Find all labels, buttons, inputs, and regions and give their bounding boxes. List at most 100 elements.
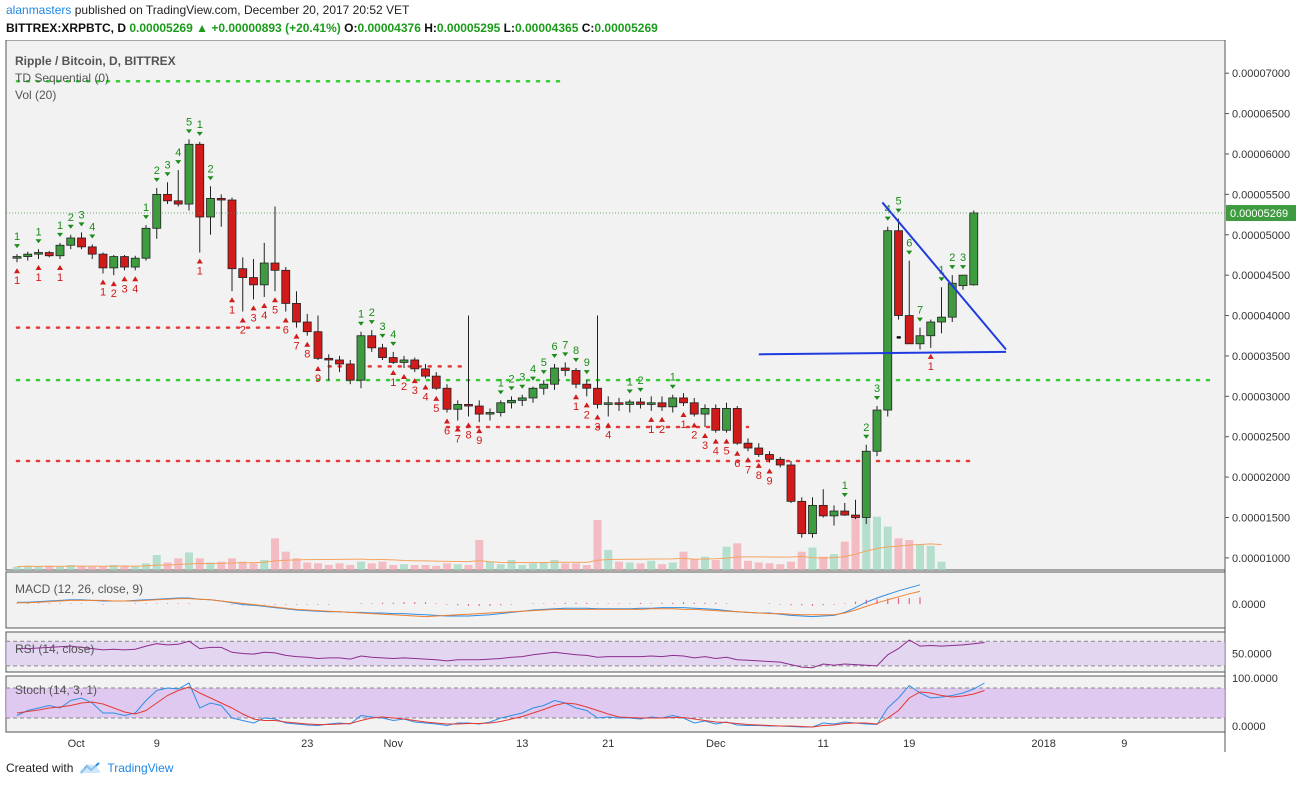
candle-body[interactable]	[98, 253, 108, 269]
candle-body[interactable]	[818, 504, 828, 517]
candle-body[interactable]	[808, 504, 817, 535]
candle-body[interactable]	[614, 402, 624, 405]
candle-body[interactable]	[77, 237, 86, 248]
author-link[interactable]: alanmasters	[6, 3, 72, 17]
tradingview-link[interactable]: TradingView	[79, 761, 173, 775]
candle-body[interactable]	[593, 387, 602, 405]
candle-body[interactable]	[528, 387, 538, 399]
candle-body[interactable]	[55, 244, 65, 257]
symbol-line: BITTREX:XRPBTC, D 0.00005269 ▲ +0.000008…	[6, 21, 658, 35]
candle-body[interactable]	[851, 514, 860, 518]
candle-body[interactable]	[421, 368, 430, 377]
candle-body[interactable]	[732, 408, 742, 444]
candle-body[interactable]	[571, 370, 581, 385]
candle-body[interactable]	[227, 199, 237, 270]
candle-body[interactable]	[410, 359, 420, 370]
candle-body[interactable]	[958, 274, 968, 287]
candle-body[interactable]	[120, 256, 129, 268]
candle-body[interactable]	[259, 262, 269, 286]
candle-body[interactable]	[861, 450, 871, 518]
candle-body[interactable]	[216, 198, 226, 201]
candle-body[interactable]	[926, 321, 936, 337]
candle-body[interactable]	[668, 397, 678, 408]
candle-body[interactable]	[87, 246, 97, 255]
candle-body[interactable]	[507, 399, 516, 404]
candle-body[interactable]	[657, 402, 667, 408]
trendline[interactable]	[758, 350, 1007, 356]
candle-body[interactable]	[840, 510, 850, 516]
candle-body[interactable]	[130, 257, 140, 268]
candle-body[interactable]	[517, 397, 527, 401]
candles[interactable]	[12, 139, 979, 538]
candle-body[interactable]	[883, 230, 893, 411]
volume-bar	[625, 562, 634, 570]
candle-body[interactable]	[335, 359, 344, 365]
candle-body[interactable]	[969, 212, 979, 286]
candle-body[interactable]	[184, 143, 194, 205]
candle-body[interactable]	[206, 198, 215, 218]
trendline[interactable]	[881, 201, 1007, 351]
candle-body[interactable]	[582, 383, 592, 389]
candle-body[interactable]	[915, 335, 925, 345]
candle-body[interactable]	[765, 454, 774, 460]
candle-body[interactable]	[163, 193, 172, 202]
candle-body[interactable]	[378, 347, 387, 358]
candle-body[interactable]	[743, 442, 753, 449]
candle-body[interactable]	[442, 387, 452, 410]
candle-body[interactable]	[754, 447, 764, 455]
candle-body[interactable]	[281, 269, 291, 304]
signal-line	[17, 590, 921, 618]
candle-body[interactable]	[625, 401, 635, 405]
candle-body[interactable]	[431, 375, 441, 389]
candle-body[interactable]	[195, 143, 205, 218]
candle-body[interactable]	[23, 253, 33, 257]
candle-body[interactable]	[496, 402, 506, 413]
candle-body[interactable]	[453, 403, 463, 410]
candle-body[interactable]	[722, 408, 731, 431]
chart-area[interactable]: 1112341234512123412345678912112345671231…	[0, 40, 1300, 758]
candle-body[interactable]	[292, 303, 301, 323]
candle-body[interactable]	[485, 412, 495, 415]
candle-body[interactable]	[829, 510, 839, 517]
candle-body[interactable]	[646, 402, 656, 405]
trendlines[interactable]	[758, 201, 1007, 356]
candle-body[interactable]	[894, 230, 903, 316]
candle-body[interactable]	[711, 408, 721, 431]
candle-body[interactable]	[238, 268, 248, 278]
candle-body[interactable]	[560, 367, 570, 371]
candle-body[interactable]	[474, 405, 484, 415]
candle-body[interactable]	[356, 335, 366, 381]
candle-body[interactable]	[388, 357, 398, 363]
candle-body[interactable]	[66, 237, 76, 246]
candle-body[interactable]	[399, 359, 409, 363]
candle-body[interactable]	[603, 402, 613, 405]
candle-body[interactable]	[550, 367, 559, 385]
candle-body[interactable]	[141, 227, 151, 259]
candle-body[interactable]	[937, 316, 946, 323]
candle-body[interactable]	[872, 409, 882, 452]
candle-body[interactable]	[464, 403, 473, 407]
candle-body[interactable]	[324, 357, 334, 361]
candle-body[interactable]	[797, 500, 807, 535]
candle-body[interactable]	[173, 200, 183, 205]
candle-body[interactable]	[904, 315, 914, 345]
candle-body[interactable]	[700, 408, 710, 415]
candle-body[interactable]	[152, 193, 162, 229]
candle-body[interactable]	[786, 464, 796, 502]
candle-body[interactable]	[313, 331, 323, 359]
candle-body[interactable]	[679, 397, 688, 404]
candle-body[interactable]	[302, 321, 312, 333]
candle-body[interactable]	[249, 277, 258, 286]
candle-body[interactable]	[947, 282, 957, 318]
candle-body[interactable]	[539, 383, 549, 389]
candle-body[interactable]	[345, 363, 355, 381]
candle-body[interactable]	[12, 256, 22, 259]
candle-body[interactable]	[109, 256, 119, 269]
candle-body[interactable]	[270, 262, 280, 271]
candle-body[interactable]	[636, 401, 645, 405]
candle-body[interactable]	[367, 335, 377, 349]
candle-body[interactable]	[689, 402, 699, 415]
candle-body[interactable]	[34, 252, 43, 255]
candle-body[interactable]	[775, 458, 785, 466]
candle-body[interactable]	[44, 252, 54, 257]
